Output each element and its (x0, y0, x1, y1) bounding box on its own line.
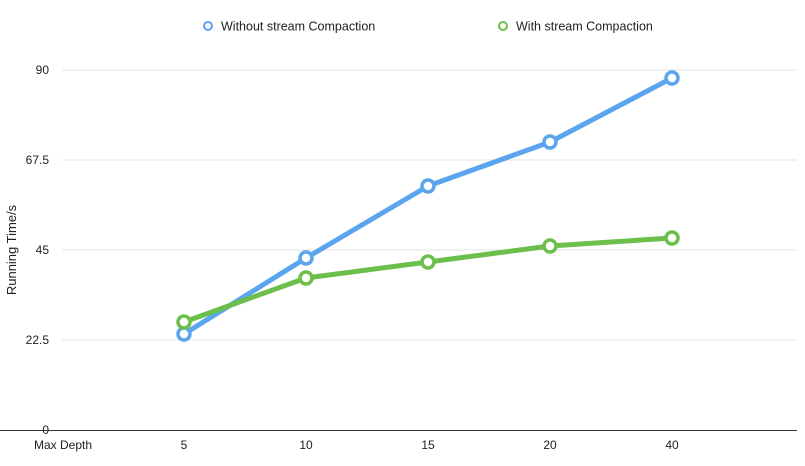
x-tick-label: 40 (665, 438, 679, 452)
legend-label: With stream Compaction (516, 20, 653, 34)
data-point (176, 314, 192, 330)
data-point (176, 326, 192, 342)
data-point (298, 250, 314, 266)
series-1 (176, 70, 680, 342)
legend-label: Without stream Compaction (221, 20, 375, 34)
data-point (664, 230, 680, 246)
data-point (664, 70, 680, 86)
legend-item: With stream Compaction (498, 20, 653, 34)
x-tick-label: 15 (421, 438, 435, 452)
y-tick-label: 45 (36, 243, 50, 257)
data-point (542, 134, 558, 150)
y-axis-title: Running Time/s (4, 204, 19, 295)
data-point (420, 254, 436, 270)
series-group (176, 70, 680, 342)
x-tick-label: 10 (299, 438, 313, 452)
legend: Without stream Compaction With stream Com… (203, 20, 653, 34)
x-axis-ticks: 5 10 15 20 40 (181, 438, 679, 452)
data-point (542, 238, 558, 254)
series-line (181, 235, 675, 325)
data-point (298, 270, 314, 286)
legend-marker-icon (498, 21, 508, 31)
legend-item: Without stream Compaction (203, 20, 375, 34)
y-tick-label: 22.5 (26, 333, 50, 347)
x-tick-label: 5 (181, 438, 188, 452)
y-tick-label: 67.5 (26, 153, 50, 167)
series-2 (176, 230, 680, 330)
x-axis-title: Max Depth (34, 438, 92, 452)
gridlines (62, 69, 797, 341)
data-point (420, 178, 436, 194)
y-tick-label: 90 (36, 63, 50, 77)
legend-marker-icon (203, 21, 213, 31)
x-tick-label: 20 (543, 438, 557, 452)
